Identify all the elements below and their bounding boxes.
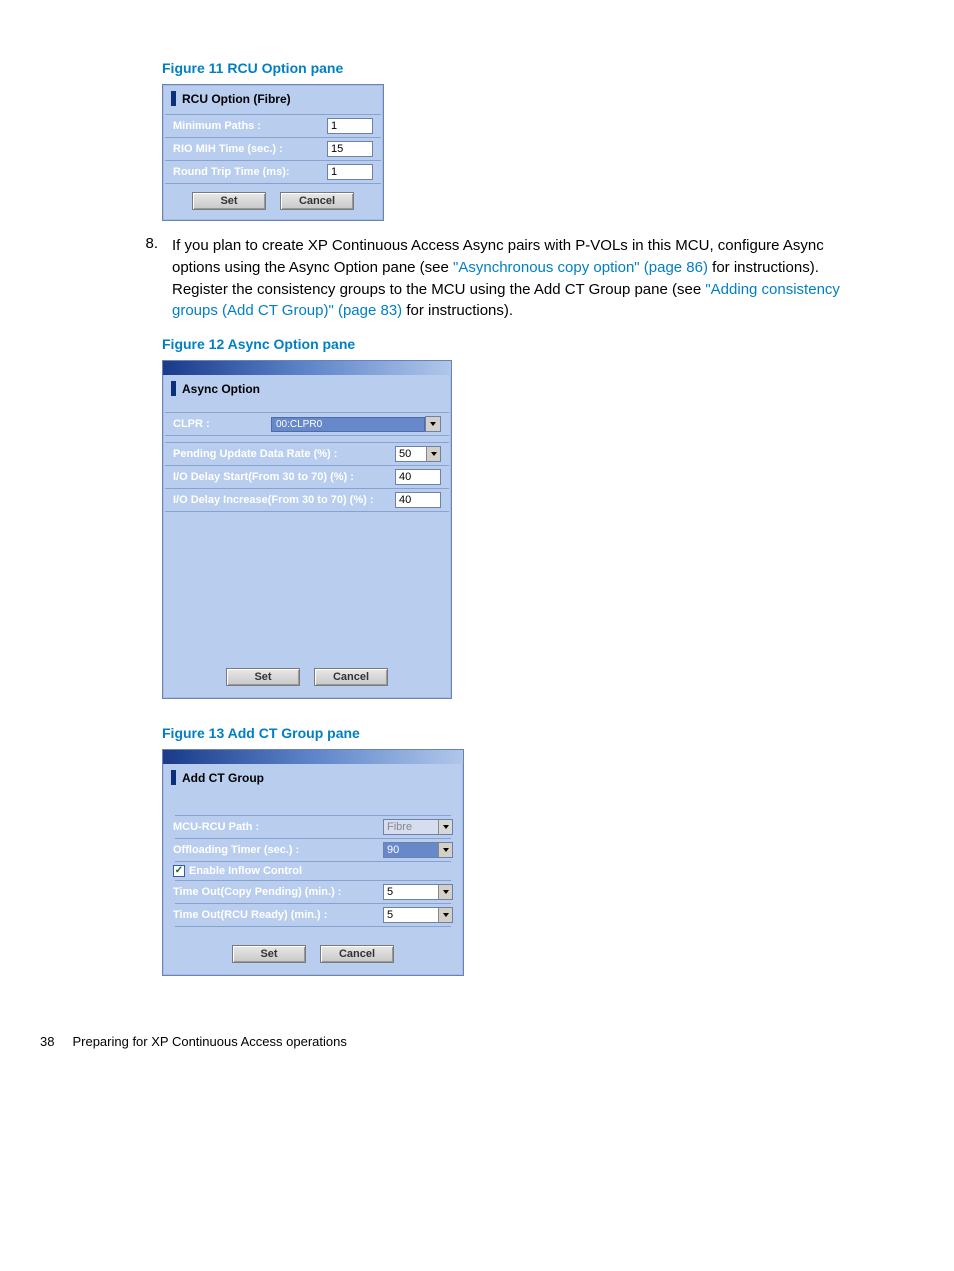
chevron-down-icon — [438, 820, 452, 834]
enable-inflow-label: Enable Inflow Control — [189, 865, 302, 877]
async-option-pane: Async Option CLPR : 00:CLPR0 Pending Upd… — [162, 360, 452, 699]
footer-text: Preparing for XP Continuous Access opera… — [72, 1034, 346, 1049]
titlebar — [163, 361, 451, 375]
mcu-rcu-value: Fibre — [384, 820, 438, 834]
pane-title: RCU Option (Fibre) — [182, 92, 291, 106]
chevron-down-icon — [438, 885, 452, 899]
delay-increase-input[interactable] — [395, 492, 441, 508]
mcu-rcu-path-row: MCU-RCU Path : Fibre — [173, 816, 453, 838]
header-mark-icon — [171, 770, 176, 785]
delay-start-row: I/O Delay Start(From 30 to 70) (%) : — [163, 466, 451, 488]
min-paths-label: Minimum Paths : — [173, 120, 261, 132]
timeout-rcu-label: Time Out(RCU Ready) (min.) : — [173, 909, 327, 921]
rio-mih-input[interactable] — [327, 141, 373, 157]
set-button[interactable]: Set — [232, 945, 306, 963]
pane-title: Add CT Group — [182, 771, 264, 785]
cancel-button[interactable]: Cancel — [320, 945, 394, 963]
cancel-button[interactable]: Cancel — [280, 192, 354, 210]
titlebar — [163, 750, 463, 764]
clpr-label: CLPR : — [173, 418, 210, 430]
mcu-rcu-combo: Fibre — [383, 819, 453, 835]
rio-mih-label: RIO MIH Time (sec.) : — [173, 143, 283, 155]
offloading-value: 90 — [384, 843, 438, 857]
step8-t3: for instructions). — [402, 302, 513, 319]
cancel-button[interactable]: Cancel — [314, 668, 388, 686]
timeout-copy-label: Time Out(Copy Pending) (min.) : — [173, 886, 341, 898]
chevron-down-icon — [426, 447, 440, 461]
set-button[interactable]: Set — [192, 192, 266, 210]
chevron-down-icon — [438, 908, 452, 922]
clpr-row: CLPR : 00:CLPR0 — [163, 413, 451, 435]
header-mark-icon — [171, 381, 176, 396]
delay-increase-label: I/O Delay Increase(From 30 to 70) (%) : — [173, 494, 374, 506]
offloading-label: Offloading Timer (sec.) : — [173, 844, 299, 856]
async-copy-option-link[interactable]: "Asynchronous copy option" (page 86) — [453, 259, 708, 276]
timeout-copy-row: Time Out(Copy Pending) (min.) : 5 — [173, 881, 453, 903]
set-button[interactable]: Set — [226, 668, 300, 686]
step-8-text: If you plan to create XP Continuous Acce… — [172, 235, 864, 322]
clpr-value: 00:CLPR0 — [271, 417, 425, 432]
offloading-combo[interactable]: 90 — [383, 842, 453, 858]
timeout-copy-value: 5 — [384, 885, 438, 899]
delay-start-input[interactable] — [395, 469, 441, 485]
check-icon: ✓ — [175, 866, 183, 876]
pending-rate-label: Pending Update Data Rate (%) : — [173, 448, 337, 460]
enable-inflow-row[interactable]: ✓ Enable Inflow Control — [173, 862, 453, 880]
figure-12-title: Figure 12 Async Option pane — [162, 336, 894, 352]
offloading-timer-row: Offloading Timer (sec.) : 90 — [173, 839, 453, 861]
rio-mih-row: RIO MIH Time (sec.) : — [163, 138, 383, 160]
rcu-option-pane: RCU Option (Fibre) Minimum Paths : RIO M… — [162, 84, 384, 221]
timeout-rcu-combo[interactable]: 5 — [383, 907, 453, 923]
delay-increase-row: I/O Delay Increase(From 30 to 70) (%) : — [163, 489, 451, 511]
timeout-copy-combo[interactable]: 5 — [383, 884, 453, 900]
mcu-rcu-label: MCU-RCU Path : — [173, 821, 259, 833]
page-number: 38 — [40, 1034, 54, 1049]
rtt-row: Round Trip Time (ms): — [163, 161, 383, 183]
figure-11-title: Figure 11 RCU Option pane — [162, 60, 894, 76]
timeout-rcu-row: Time Out(RCU Ready) (min.) : 5 — [173, 904, 453, 926]
pane-title: Async Option — [182, 382, 260, 396]
rtt-label: Round Trip Time (ms): — [173, 166, 290, 178]
step-number: 8. — [128, 235, 158, 322]
pending-rate-row: Pending Update Data Rate (%) : 50 — [163, 443, 451, 465]
add-ct-group-pane: Add CT Group MCU-RCU Path : Fibre Offloa… — [162, 749, 464, 976]
clpr-dropdown-icon[interactable] — [425, 416, 441, 432]
pending-rate-combo[interactable]: 50 — [395, 446, 441, 462]
chevron-down-icon — [438, 843, 452, 857]
rtt-input[interactable] — [327, 164, 373, 180]
header-mark-icon — [171, 91, 176, 106]
pane-header: RCU Option (Fibre) — [163, 85, 383, 114]
min-paths-row: Minimum Paths : — [163, 115, 383, 137]
pending-rate-value: 50 — [396, 447, 426, 461]
delay-start-label: I/O Delay Start(From 30 to 70) (%) : — [173, 471, 354, 483]
timeout-rcu-value: 5 — [384, 908, 438, 922]
enable-inflow-checkbox[interactable]: ✓ — [173, 865, 185, 877]
min-paths-input[interactable] — [327, 118, 373, 134]
figure-13-title: Figure 13 Add CT Group pane — [162, 725, 894, 741]
